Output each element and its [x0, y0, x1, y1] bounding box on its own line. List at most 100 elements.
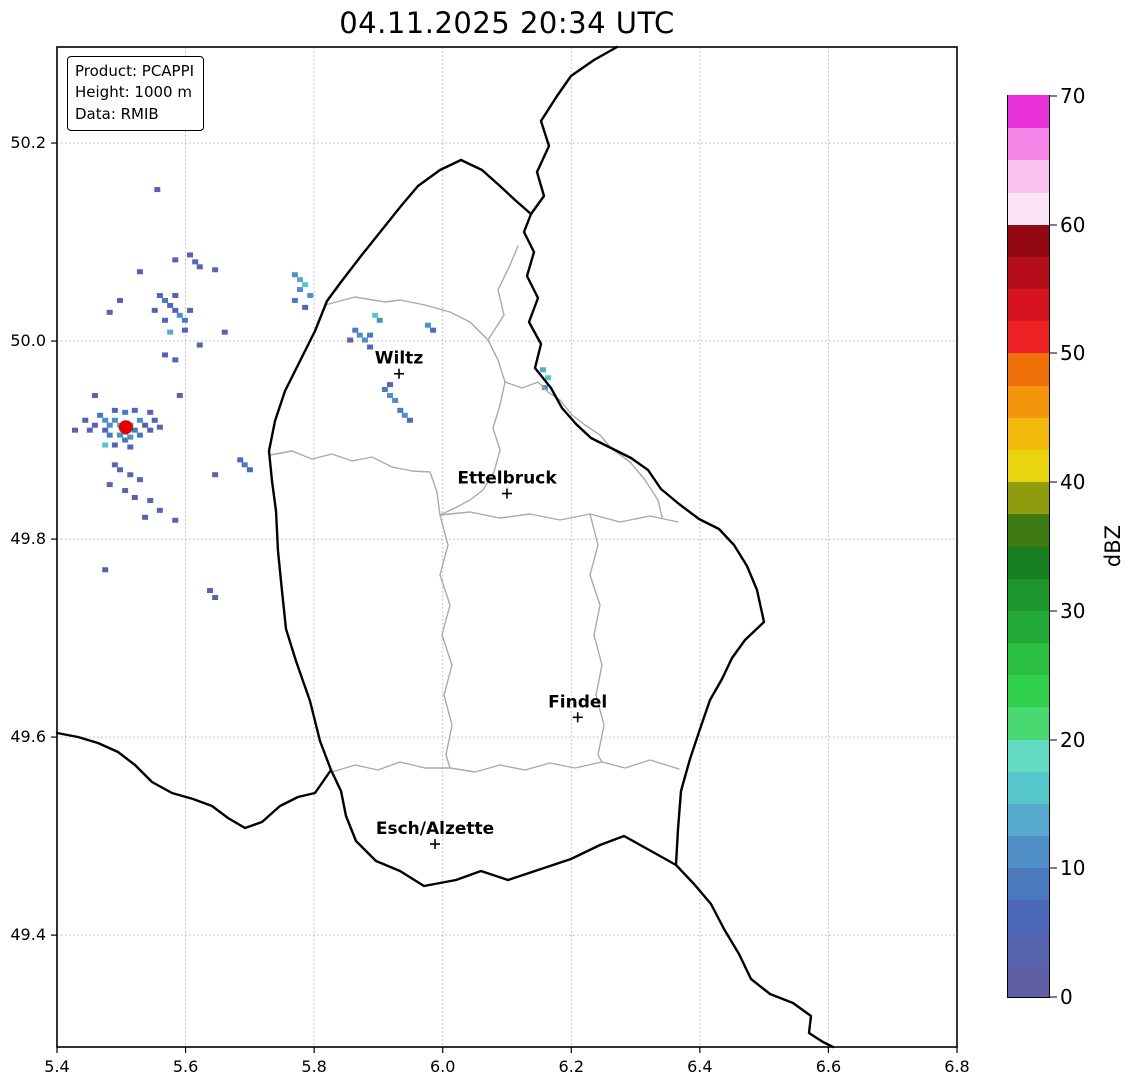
colorbar-tick-mark: [1050, 95, 1057, 97]
colorbar-band: [1008, 674, 1049, 708]
radar-echo-pixel: [381, 387, 388, 393]
district-border-line: [269, 450, 441, 516]
radar-echo-pixel: [187, 252, 194, 258]
colorbar-band: [1008, 352, 1049, 386]
city-label: Ettelbruck: [457, 469, 557, 489]
y-tick-label: 50.0: [10, 331, 46, 350]
radar-echo-pixel: [106, 422, 113, 428]
radar-echo-pixel: [196, 264, 203, 270]
radar-echo-pixel: [401, 412, 408, 418]
city-label: Esch/Alzette: [376, 819, 494, 839]
radar-echo-pixel: [541, 385, 548, 391]
country-border-line: [529, 45, 619, 216]
x-tick-label: 6.8: [944, 1057, 969, 1076]
colorbar-band: [1008, 159, 1049, 193]
radar-echo-pixel: [136, 432, 143, 438]
colorbar-band: [1008, 610, 1049, 644]
radar-echo-pixel: [102, 417, 109, 423]
radar-echo-pixel: [106, 432, 113, 438]
radar-echo-pixel: [367, 344, 374, 350]
colorbar-band: [1008, 288, 1049, 322]
colorbar-band: [1008, 320, 1049, 354]
radar-echo-pixel: [86, 427, 93, 433]
city-label: Wiltz: [375, 349, 424, 369]
radar-echo-pixel: [127, 472, 134, 478]
colorbar-tick-label: 20: [1060, 727, 1086, 752]
district-border-line: [504, 381, 612, 449]
district-border-line: [331, 759, 680, 773]
radar-echo-pixel: [291, 297, 298, 303]
radar-echo-pixel: [147, 409, 154, 415]
colorbar-band: [1008, 95, 1049, 129]
colorbar-tick-label: 60: [1060, 212, 1086, 237]
radar-echo-pixel: [241, 462, 248, 468]
x-tick-label: 5.6: [173, 1057, 198, 1076]
radar-echo-pixel: [111, 407, 118, 413]
country-border-line: [267, 158, 766, 888]
radar-echo-pixel: [192, 259, 199, 265]
radar-echo-pixel: [196, 342, 203, 348]
radar-echo-pixel: [167, 302, 174, 308]
radar-echo-pixel: [82, 417, 89, 423]
radar-echo-pixel: [387, 393, 393, 399]
y-tick-label: 49.4: [10, 925, 46, 944]
axes-frame: [56, 46, 958, 1048]
colorbar-tick-label: 70: [1060, 84, 1086, 108]
colorbar-band: [1008, 449, 1049, 483]
radar-echo-pixel: [151, 417, 158, 423]
radar-echo-pixel: [131, 427, 138, 433]
colorbar-band: [1008, 964, 1049, 997]
colorbar-tick-mark: [1050, 352, 1057, 354]
radar-echo-pixel: [540, 367, 546, 373]
district-border-line: [610, 447, 663, 518]
colorbar-band: [1008, 739, 1049, 772]
radar-echo-pixel: [212, 594, 219, 600]
radar-echo-pixel: [352, 327, 359, 333]
colorbar-band: [1008, 932, 1049, 965]
radar-echo-pixel: [117, 297, 123, 303]
radar-echo-pixel: [156, 507, 163, 513]
radar-echo-pixel: [356, 332, 363, 338]
radar-echo-pixel: [151, 307, 158, 313]
x-tick-label: 6.4: [687, 1057, 712, 1076]
colorbar-band: [1008, 642, 1049, 676]
radar-echo-pixel: [156, 424, 163, 430]
colorbar-tick-mark: [1050, 224, 1057, 226]
radar-echo-pixel: [212, 472, 219, 478]
radar-echo-pixel: [162, 352, 168, 358]
radar-echo-pixel: [181, 317, 188, 323]
country-border-line: [674, 863, 835, 1049]
info-height-line: Height: 1000 m: [75, 83, 192, 102]
radar-echo-pixel: [172, 357, 179, 363]
radar-echo-pixel: [127, 434, 134, 440]
radar-echo-pixel: [424, 322, 431, 328]
radar-echo-pixel: [102, 442, 109, 448]
radar-echo-pixel: [367, 332, 374, 338]
radar-echo-pixel: [172, 307, 179, 313]
info-product-line: Product: PCAPPI: [75, 62, 195, 80]
radar-echo-pixel: [111, 442, 118, 448]
radar-echo-pixel: [154, 187, 161, 193]
country-border-line: [55, 731, 333, 830]
colorbar-band: [1008, 385, 1049, 418]
radar-echo-pixel: [72, 427, 78, 433]
radar-echo-pixel: [156, 293, 163, 299]
map-canvas: 5.4 5.6 5.8 6.0 6.2 6.4 6.6 6.8 50.2 50.0 49.8 49.6…: [10, 45, 970, 1076]
y-tick-label: 50.2: [10, 133, 46, 152]
colorbar-band: [1008, 771, 1049, 804]
colorbar-tick-label: 50: [1060, 341, 1086, 366]
district-border-line: [439, 511, 679, 523]
district-border-line: [589, 513, 605, 763]
y-tick-label: 49.6: [10, 727, 46, 746]
radar-echo-pixel: [297, 277, 303, 283]
city-label: Findel: [548, 692, 607, 712]
radar-echo-pixel: [302, 304, 309, 310]
colorbar-band: [1008, 127, 1049, 161]
colorbar-band: [1008, 867, 1049, 901]
radar-echo-pixel: [142, 422, 149, 428]
radar-echo-pixel: [131, 407, 138, 413]
radar-echo-pixel: [117, 467, 123, 473]
radar-echo-pixel: [291, 272, 298, 278]
radar-echo-pixel: [131, 494, 138, 500]
